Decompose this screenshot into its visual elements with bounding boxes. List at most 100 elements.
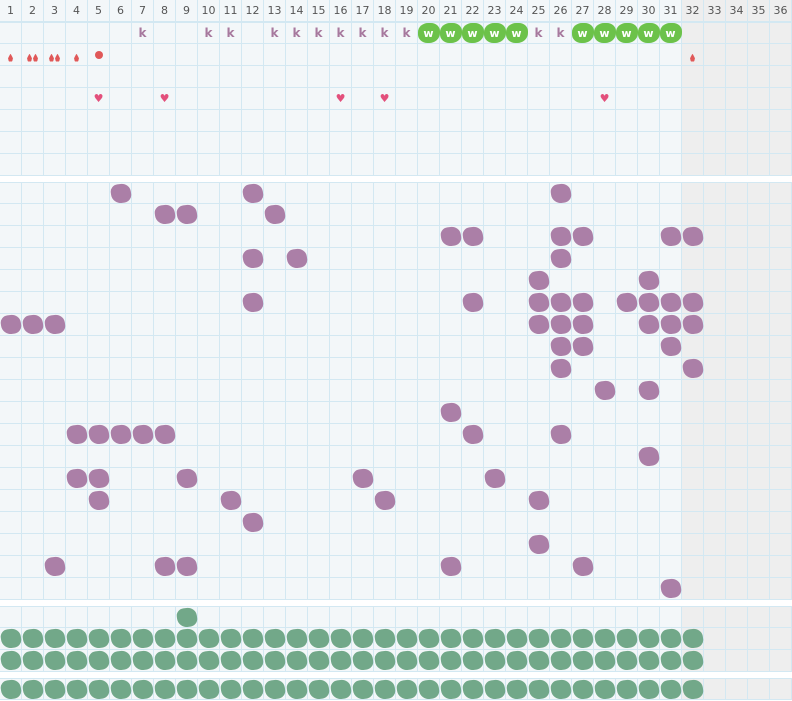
- grid-cell-day-16[interactable]: [330, 424, 352, 446]
- grid-cell-day-18[interactable]: [374, 556, 396, 578]
- grid-cell-day-34[interactable]: [726, 380, 748, 402]
- grid-cell-day-2[interactable]: [22, 556, 44, 578]
- grid-cell-day-21[interactable]: [440, 446, 462, 468]
- grid-cell-day-33[interactable]: [704, 650, 726, 672]
- grid-cell-day-9[interactable]: [176, 226, 198, 248]
- grid-cell-day-32[interactable]: [682, 336, 704, 358]
- grid-cell-day-29[interactable]: [616, 424, 638, 446]
- grid-cell-day-28[interactable]: ♥: [594, 88, 616, 110]
- green-blob-mark[interactable]: [263, 649, 286, 672]
- grid-cell-day-34[interactable]: [726, 182, 748, 204]
- grid-cell-day-6[interactable]: [110, 154, 132, 176]
- grid-cell-day-7[interactable]: [132, 44, 154, 66]
- grid-cell-day-1[interactable]: [0, 649, 22, 672]
- grid-cell-day-24[interactable]: [505, 627, 528, 650]
- grid-cell-day-16[interactable]: [330, 182, 352, 204]
- grid-cell-day-35[interactable]: [748, 402, 770, 424]
- grid-cell-day-13[interactable]: [264, 380, 286, 402]
- green-blob-mark[interactable]: [219, 649, 242, 672]
- purple-blob-mark[interactable]: [549, 313, 572, 336]
- grid-cell-day-31[interactable]: [659, 577, 682, 600]
- grid-cell-day-8[interactable]: [154, 22, 176, 44]
- grid-cell-day-13[interactable]: [264, 468, 286, 490]
- grid-cell-day-18[interactable]: [373, 627, 396, 650]
- grid-cell-day-29[interactable]: [616, 44, 638, 66]
- grid-cell-day-20[interactable]: [418, 182, 440, 204]
- grid-cell-day-17[interactable]: [352, 446, 374, 468]
- grid-cell-day-10[interactable]: [198, 66, 220, 88]
- purple-blob-mark[interactable]: [219, 489, 242, 512]
- grid-cell-day-33[interactable]: [704, 248, 726, 270]
- grid-cell-day-3[interactable]: [43, 627, 66, 650]
- grid-cell-day-35[interactable]: [748, 44, 770, 66]
- green-blob-mark[interactable]: [351, 627, 374, 650]
- grid-cell-day-7[interactable]: [132, 204, 154, 226]
- grid-cell-day-31[interactable]: [660, 468, 682, 490]
- purple-blob-mark[interactable]: [241, 511, 264, 534]
- grid-cell-day-12[interactable]: [242, 358, 264, 380]
- grid-cell-day-31[interactable]: [660, 248, 682, 270]
- grid-cell-day-14[interactable]: [286, 270, 308, 292]
- grid-cell-day-27[interactable]: [572, 380, 594, 402]
- grid-cell-day-27[interactable]: w: [572, 22, 594, 44]
- grid-cell-day-15[interactable]: [308, 380, 330, 402]
- grid-cell-day-9[interactable]: [176, 132, 198, 154]
- grid-cell-day-12[interactable]: [242, 534, 264, 556]
- grid-cell-day-22[interactable]: [462, 578, 484, 600]
- grid-cell-day-13[interactable]: [264, 110, 286, 132]
- grid-cell-day-1[interactable]: [0, 446, 22, 468]
- purple-blob-mark[interactable]: [637, 269, 660, 292]
- grid-cell-day-5[interactable]: [88, 512, 110, 534]
- grid-cell-day-22[interactable]: [462, 314, 484, 336]
- grid-cell-day-17[interactable]: [352, 88, 374, 110]
- grid-cell-day-4[interactable]: [66, 446, 88, 468]
- grid-cell-day-9[interactable]: [176, 424, 198, 446]
- grid-cell-day-3[interactable]: [44, 66, 66, 88]
- grid-cell-day-5[interactable]: [88, 292, 110, 314]
- green-blob-mark[interactable]: [593, 627, 616, 650]
- grid-cell-day-27[interactable]: [572, 204, 594, 226]
- green-blob-mark[interactable]: [87, 627, 110, 650]
- grid-cell-day-29[interactable]: [616, 578, 638, 600]
- grid-cell-day-25[interactable]: [528, 110, 550, 132]
- grid-cell-day-8[interactable]: [154, 248, 176, 270]
- grid-cell-day-22[interactable]: [462, 336, 484, 358]
- grid-cell-day-22[interactable]: [461, 649, 484, 672]
- purple-blob-mark[interactable]: [549, 335, 572, 358]
- grid-cell-day-7[interactable]: [131, 678, 154, 700]
- grid-cell-day-29[interactable]: [616, 226, 638, 248]
- grid-cell-day-32[interactable]: ●: [682, 44, 704, 66]
- green-blob-mark[interactable]: [43, 649, 66, 672]
- grid-cell-day-21[interactable]: [440, 578, 462, 600]
- grid-cell-day-17[interactable]: [352, 512, 374, 534]
- grid-cell-day-26[interactable]: [550, 66, 572, 88]
- grid-cell-day-4[interactable]: [66, 88, 88, 110]
- grid-cell-day-15[interactable]: [308, 446, 330, 468]
- purple-blob-mark[interactable]: [637, 379, 660, 402]
- grid-cell-day-25[interactable]: [528, 380, 550, 402]
- grid-cell-day-2[interactable]: [22, 270, 44, 292]
- grid-cell-day-1[interactable]: [0, 380, 22, 402]
- grid-cell-day-10[interactable]: [198, 490, 220, 512]
- grid-cell-day-31[interactable]: [660, 132, 682, 154]
- grid-cell-day-19[interactable]: [396, 44, 418, 66]
- grid-cell-day-32[interactable]: [682, 270, 704, 292]
- grid-cell-day-30[interactable]: [637, 269, 660, 292]
- grid-cell-day-33[interactable]: [704, 44, 726, 66]
- grid-cell-day-21[interactable]: [439, 678, 462, 700]
- grid-cell-day-20[interactable]: [418, 336, 440, 358]
- grid-cell-day-3[interactable]: [44, 424, 66, 446]
- grid-cell-day-34[interactable]: [726, 402, 748, 424]
- grid-cell-day-21[interactable]: [439, 225, 462, 248]
- grid-cell-day-25[interactable]: [527, 649, 550, 672]
- grid-cell-day-17[interactable]: [352, 44, 374, 66]
- grid-cell-day-21[interactable]: [440, 380, 462, 402]
- grid-cell-day-36[interactable]: [770, 314, 792, 336]
- grid-cell-day-29[interactable]: [616, 110, 638, 132]
- grid-cell-day-23[interactable]: [484, 110, 506, 132]
- grid-cell-day-28[interactable]: [594, 556, 616, 578]
- purple-blob-mark[interactable]: [285, 247, 308, 270]
- grid-cell-day-29[interactable]: [616, 204, 638, 226]
- grid-cell-day-20[interactable]: [418, 380, 440, 402]
- grid-cell-day-15[interactable]: [308, 66, 330, 88]
